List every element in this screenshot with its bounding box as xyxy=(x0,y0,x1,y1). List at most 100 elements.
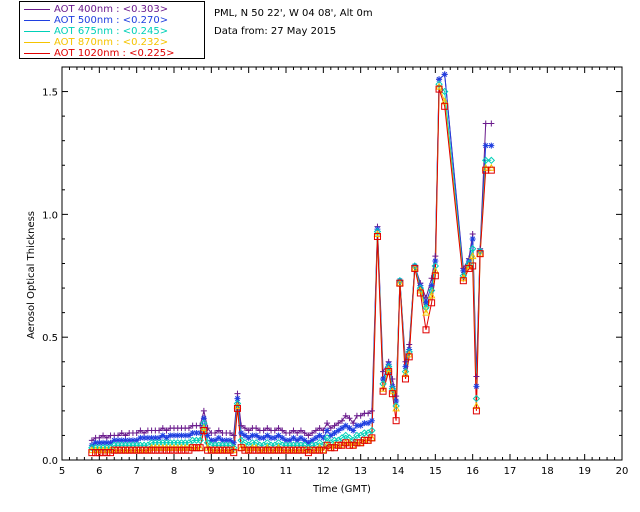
point-marker xyxy=(137,434,144,441)
point-marker xyxy=(156,434,163,441)
point-marker xyxy=(185,432,192,439)
point-marker xyxy=(365,420,372,427)
point-marker xyxy=(286,446,294,454)
point-marker xyxy=(323,434,331,442)
point-marker xyxy=(241,446,249,454)
point-marker xyxy=(365,410,372,417)
point-marker xyxy=(193,429,200,436)
legend: AOT 400nm : <0.303> AOT 500nm : <0.270> … xyxy=(19,1,205,59)
point-marker xyxy=(435,85,443,93)
point-marker xyxy=(338,441,346,449)
x-tick-label: 11 xyxy=(280,466,293,477)
point-marker xyxy=(197,422,204,429)
point-marker xyxy=(385,368,393,376)
date-text: Data from: 27 May 2015 xyxy=(214,26,337,37)
point-marker xyxy=(327,444,335,452)
point-marker xyxy=(487,156,496,165)
point-marker xyxy=(233,399,242,408)
point-marker xyxy=(144,434,151,441)
point-marker xyxy=(469,262,477,270)
point-marker xyxy=(331,422,338,429)
point-marker xyxy=(166,446,174,454)
point-marker xyxy=(263,439,272,447)
point-marker xyxy=(264,432,271,439)
point-marker xyxy=(227,429,233,436)
point-marker xyxy=(226,441,234,449)
legend-label-400nm: AOT 400nm : <0.303> xyxy=(54,4,169,15)
point-marker xyxy=(264,425,271,432)
point-marker xyxy=(136,446,144,454)
point-marker xyxy=(155,446,163,454)
point-marker xyxy=(230,439,237,446)
point-marker xyxy=(316,446,324,454)
point-marker xyxy=(315,439,324,447)
point-marker xyxy=(275,446,283,454)
point-marker xyxy=(256,446,264,454)
location-text: PML, N 50 22', W 04 08', Alt 0m xyxy=(214,8,373,19)
point-marker xyxy=(380,368,387,375)
point-marker xyxy=(316,425,323,432)
point-marker xyxy=(253,432,260,439)
point-marker xyxy=(488,142,495,149)
point-marker xyxy=(260,427,267,434)
point-marker xyxy=(152,434,159,441)
legend-label-500nm: AOT 500nm : <0.270> xyxy=(54,15,169,26)
point-marker xyxy=(141,434,148,441)
point-marker xyxy=(427,286,436,295)
point-marker xyxy=(401,375,409,383)
point-marker xyxy=(482,120,489,127)
point-marker xyxy=(286,429,293,436)
point-marker xyxy=(107,449,115,457)
point-marker xyxy=(339,425,345,432)
point-marker xyxy=(289,446,297,454)
point-marker xyxy=(396,279,404,287)
point-marker xyxy=(159,432,166,439)
point-marker xyxy=(181,446,189,454)
point-marker xyxy=(405,353,413,361)
point-marker xyxy=(133,437,140,444)
point-marker xyxy=(189,429,196,436)
point-marker xyxy=(96,439,103,446)
point-marker xyxy=(238,429,245,436)
point-marker xyxy=(92,449,100,457)
x-tick-label: 12 xyxy=(317,466,330,477)
point-marker xyxy=(167,432,174,439)
point-marker xyxy=(435,80,443,88)
point-marker xyxy=(402,363,409,370)
point-marker xyxy=(197,429,204,436)
point-marker xyxy=(361,420,368,427)
point-marker xyxy=(342,422,349,429)
point-marker xyxy=(350,420,357,427)
point-marker xyxy=(304,449,312,457)
point-marker xyxy=(230,432,237,439)
point-marker xyxy=(331,444,339,452)
point-marker xyxy=(252,446,260,454)
point-marker xyxy=(350,427,357,434)
series-line xyxy=(91,88,492,454)
series-line xyxy=(91,82,492,449)
x-tick-label: 18 xyxy=(541,466,554,477)
point-marker xyxy=(416,284,425,292)
point-marker xyxy=(233,404,241,412)
point-marker xyxy=(125,446,133,454)
legend-swatch-400nm xyxy=(24,8,50,10)
x-tick-label: 6 xyxy=(96,466,102,477)
point-marker xyxy=(163,434,170,441)
series-lines xyxy=(91,73,492,454)
point-marker xyxy=(129,437,136,444)
point-marker xyxy=(312,427,319,434)
point-marker xyxy=(422,304,430,312)
axis-ticks: 5 6 7 8 9 10 11 12 13 14 15 16 17 18 19 20 0.0 0.5 1.0 1.5 xyxy=(42,67,628,477)
point-marker xyxy=(405,348,413,356)
x-tick-label: 15 xyxy=(429,466,442,477)
x-tick-label: 13 xyxy=(354,466,367,477)
point-marker xyxy=(472,401,481,409)
point-marker xyxy=(335,420,342,427)
point-marker xyxy=(392,417,400,425)
point-marker xyxy=(392,402,400,410)
point-marker xyxy=(428,282,435,289)
point-marker xyxy=(219,446,227,454)
point-marker xyxy=(103,439,110,446)
point-marker xyxy=(279,434,286,441)
